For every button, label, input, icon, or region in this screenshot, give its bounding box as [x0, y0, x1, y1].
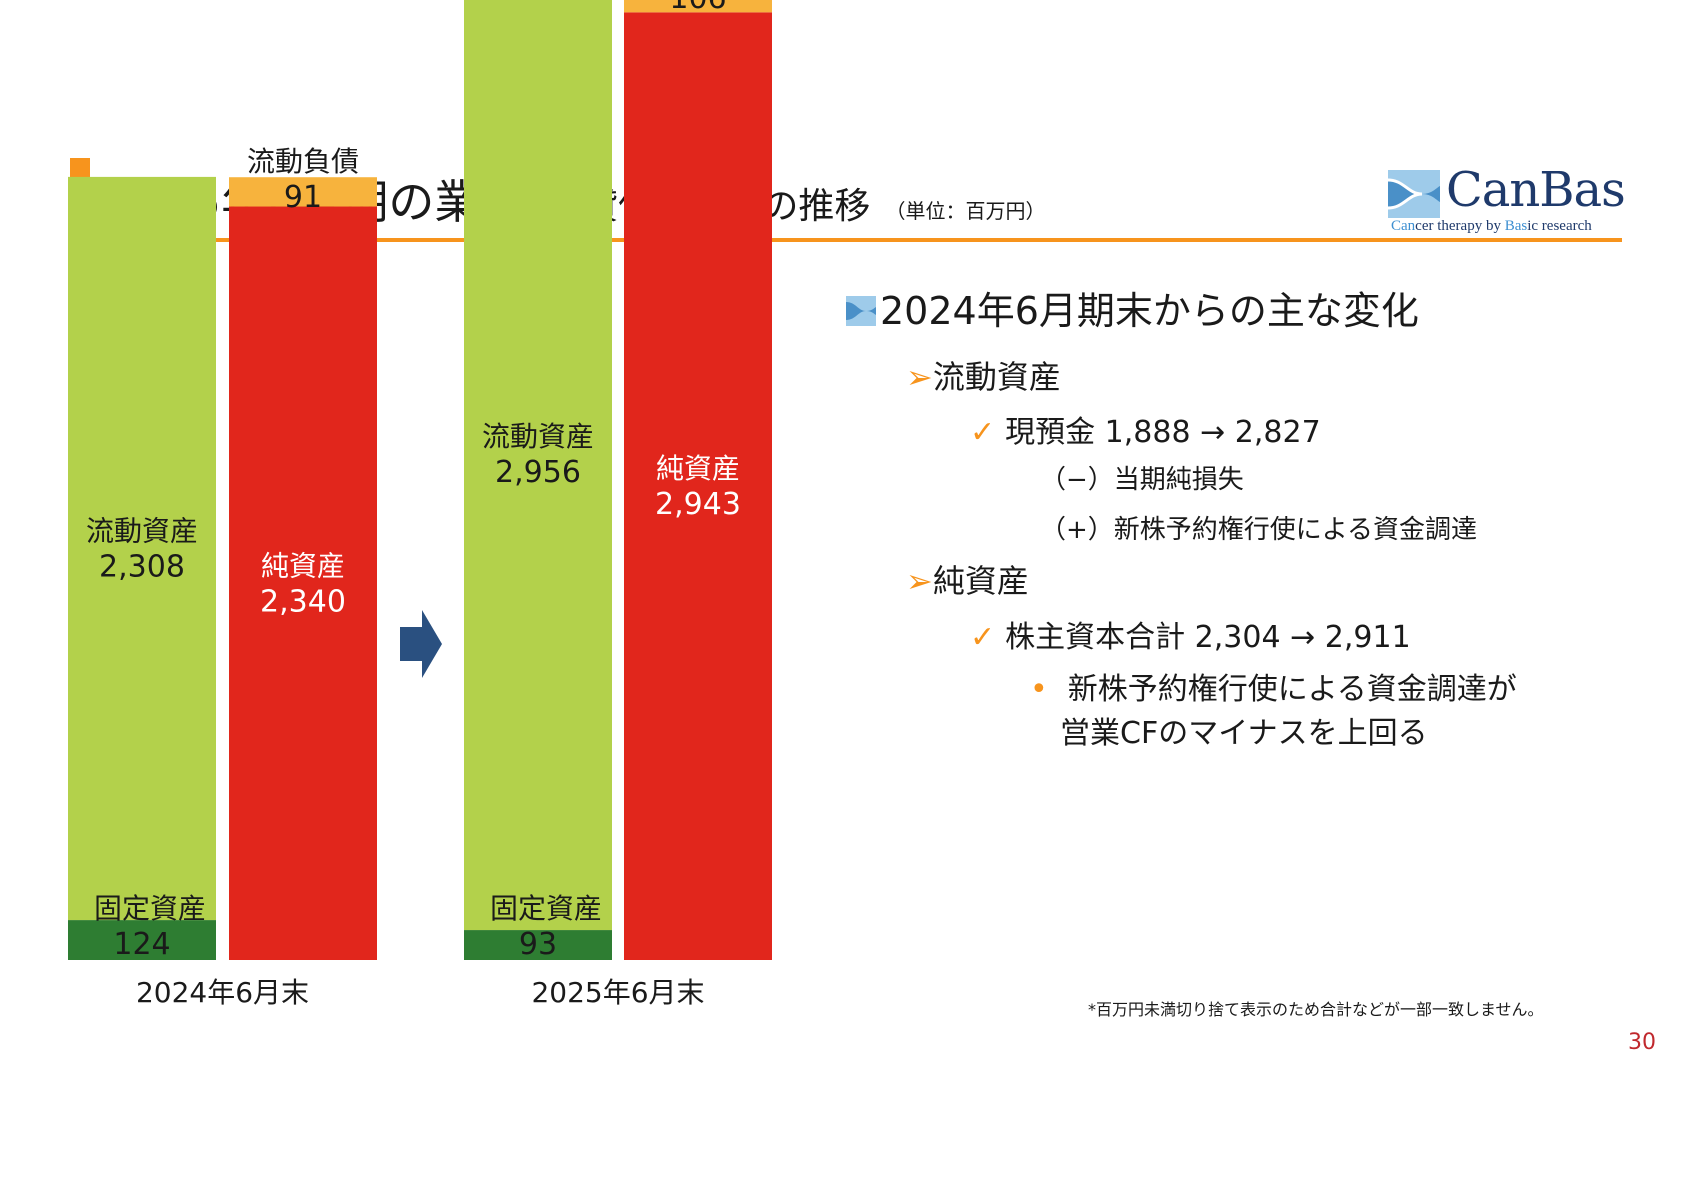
check-icon: ✓	[970, 620, 996, 655]
value-current-assets: 2,956	[495, 455, 581, 490]
label-fixed-assets: 固定資産	[490, 892, 602, 925]
change-item-current-assets: ➢流動資産	[906, 352, 1061, 398]
orange-arrow-icon: ➢	[906, 562, 933, 600]
canbas-square-icon	[846, 296, 876, 326]
changes-heading: 2024年6月期末からの主な変化	[846, 280, 1419, 335]
transition-arrow-icon	[400, 610, 442, 678]
bar-current-liabilities	[229, 177, 377, 207]
category-label: 2025年6月末	[531, 976, 704, 1009]
logo-tagline: Cancer therapy by Basic research	[1391, 218, 1592, 234]
balance-sheet-chart: 流動資産2,308固定資産124純資産2,340流動負債912024年6月末流動…	[68, 0, 772, 1009]
value-fixed-assets: 93	[519, 927, 557, 962]
change-bullet: • 新株予約権行使による資金調達が	[1030, 672, 1517, 707]
page-number: 30	[1628, 1030, 1656, 1055]
title-underline	[70, 238, 1622, 242]
bar-fixed-assets	[464, 930, 612, 960]
canbas-logo: CanBas Cancer therapy by Basic research	[1388, 162, 1626, 236]
change-note: （−）当期純損失	[1040, 465, 1244, 495]
value-net-assets: 2,943	[655, 487, 741, 522]
value-net-assets: 2,340	[260, 584, 346, 619]
change-note: （+）新株予約権行使による資金調達	[1040, 515, 1478, 545]
value-current-assets: 2,308	[99, 549, 185, 584]
bar-net-assets	[229, 206, 377, 960]
change-check-equity: ✓ 株主資本合計 2,304 → 2,911	[970, 620, 1411, 655]
label-net-assets: 純資産	[261, 549, 345, 582]
bar-current-assets	[68, 176, 216, 921]
bullet-dot-icon: •	[1030, 672, 1048, 707]
change-check-cash: ✓ 現預金 1,888 → 2,827	[970, 415, 1321, 450]
change-item-label: 純資産	[932, 562, 1029, 600]
value-fixed-assets: 124	[113, 927, 170, 962]
value-current-liabilities: 106	[669, 0, 726, 16]
bar-current-liabilities	[624, 0, 772, 13]
change-item-net-assets: ➢純資産	[906, 556, 1029, 602]
title-unit: （単位：百万円）	[885, 199, 1046, 223]
label-current-assets: 流動資産	[86, 514, 198, 547]
orange-arrow-icon: ➢	[906, 358, 933, 396]
bar-fixed-assets	[68, 920, 216, 960]
footnote: *百万円未満切り捨て表示のため合計などが一部一致しません。	[1088, 1000, 1544, 1019]
label-fixed-assets: 固定資産	[94, 892, 206, 925]
change-bullet-cont: 営業CFのマイナスを上回る	[1060, 716, 1428, 751]
label-current-liabilities: 流動負債	[247, 145, 359, 178]
label-current-assets: 流動資産	[482, 420, 594, 453]
value-current-liabilities: 91	[284, 180, 322, 215]
canbas-logo-icon	[1388, 170, 1440, 218]
check-icon: ✓	[970, 415, 996, 450]
change-item-label: 流動資産	[932, 358, 1061, 396]
logo-wordmark: CanBas	[1446, 162, 1626, 218]
category-label: 2024年6月末	[136, 976, 309, 1009]
label-net-assets: 純資産	[656, 452, 740, 485]
bar-net-assets	[624, 12, 772, 960]
bar-current-assets	[464, 0, 612, 931]
